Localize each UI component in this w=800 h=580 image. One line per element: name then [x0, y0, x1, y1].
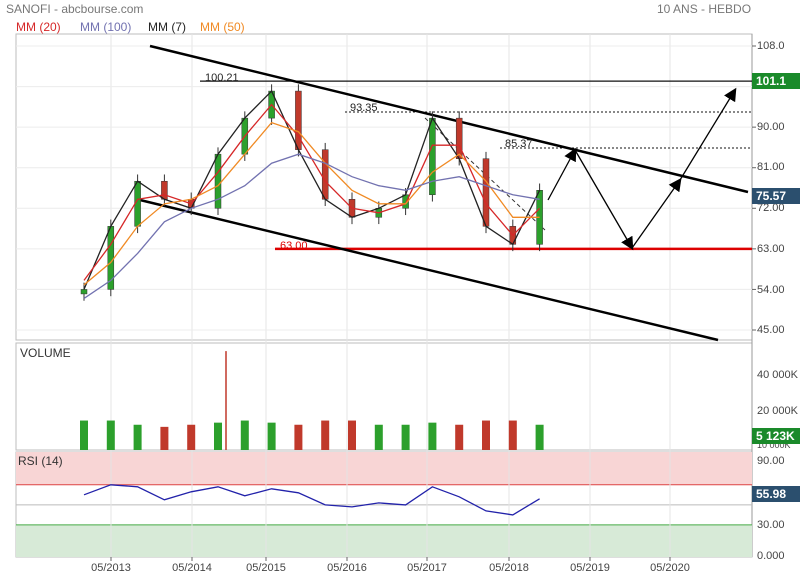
price-candle: [429, 117, 436, 196]
series-line-mm-100: [83, 153, 540, 299]
x-tick: 05/2020: [650, 562, 690, 574]
volume-bar: [214, 422, 222, 450]
level-label-85: 85.37: [505, 138, 533, 150]
level-label-63: 63.00: [280, 240, 308, 252]
rsi-tick: 30.00: [757, 519, 785, 531]
rsi-tick: 0.000: [757, 550, 785, 562]
level-value-box: 101.1: [752, 73, 800, 89]
x-tick: 05/2013: [91, 562, 131, 574]
volume-bar: [374, 424, 383, 450]
legend-mm100: MM (100): [80, 20, 132, 34]
series-line-mm-50: [83, 121, 540, 286]
price-tick: 90.00: [757, 121, 785, 133]
volume-bar: [401, 424, 410, 450]
channel-upper-line: [149, 44, 749, 194]
volume-bar: [428, 422, 437, 450]
volume-bar: [294, 424, 303, 450]
trend-dashed-line: [424, 117, 546, 231]
projection-arrow: [631, 177, 682, 249]
volume-label: VOLUME: [20, 346, 71, 360]
price-candle: [455, 117, 463, 159]
volume-bar: [133, 424, 142, 450]
price-tick: 54.00: [757, 284, 785, 296]
x-tick: 05/2017: [407, 562, 447, 574]
rsi-tick: 90.00: [757, 455, 785, 467]
volume-bar: [508, 420, 517, 450]
volume-bar: [106, 420, 115, 450]
volume-bar: [160, 426, 169, 450]
price-candle: [321, 149, 329, 200]
volume-tick: 40 000K: [757, 369, 798, 381]
x-tick: 05/2016: [327, 562, 367, 574]
volume-bar: [321, 420, 330, 450]
price-candle: [80, 289, 88, 295]
price-candle: [161, 180, 168, 200]
chart-title: SANOFI - abcbourse.com: [6, 2, 144, 16]
price-tick: 63.00: [757, 243, 785, 255]
volume-last-box: 5 123K: [752, 428, 800, 444]
volume-bar: [348, 420, 356, 450]
price-tick: 72.00: [757, 202, 785, 214]
rsi-label: RSI (14): [18, 454, 63, 468]
volume-bar: [240, 420, 249, 450]
volume-tick: 10 000K: [757, 440, 791, 450]
rsi-line: [83, 484, 540, 516]
volume-bar: [455, 424, 464, 450]
volume-bar: [267, 422, 276, 450]
legend-mm20: MM (20): [16, 20, 61, 34]
panel-frame: [15, 342, 753, 451]
x-tick: 05/2014: [172, 562, 212, 574]
rsi-oversold-zone: [16, 524, 752, 557]
level-label-93: 93.35: [350, 102, 378, 114]
volume-tick: 20 000K: [757, 405, 798, 417]
price-tick: 45.00: [757, 324, 785, 336]
chart-period: 10 ANS - HEBDO: [657, 2, 752, 16]
price-candle: [482, 158, 490, 227]
volume-bar: [80, 420, 88, 450]
volume-bar: [187, 424, 196, 450]
volume-bar: [482, 420, 490, 450]
projection-arrow: [574, 149, 634, 251]
price-tick: 81.00: [757, 161, 785, 173]
x-tick: 05/2019: [570, 562, 610, 574]
series-line-cours: [83, 89, 541, 290]
rsi-overbought-zone: [16, 452, 752, 485]
legend-mm7: MM (7): [148, 20, 186, 34]
volume-bar: [535, 424, 544, 450]
series-line-mm-20: [83, 103, 541, 281]
last-price-box: 75.57: [752, 188, 800, 204]
projection-arrow: [547, 147, 577, 201]
rsi-last-box: 55.98: [752, 486, 800, 502]
x-tick: 05/2015: [246, 562, 286, 574]
projection-arrow: [679, 87, 737, 181]
price-tick: 108.0: [757, 40, 785, 52]
x-tick: 05/2018: [489, 562, 529, 574]
legend-mm50: MM (50): [200, 20, 245, 34]
level-label-100: 100.21: [205, 72, 239, 84]
channel-lower-line: [139, 198, 719, 342]
